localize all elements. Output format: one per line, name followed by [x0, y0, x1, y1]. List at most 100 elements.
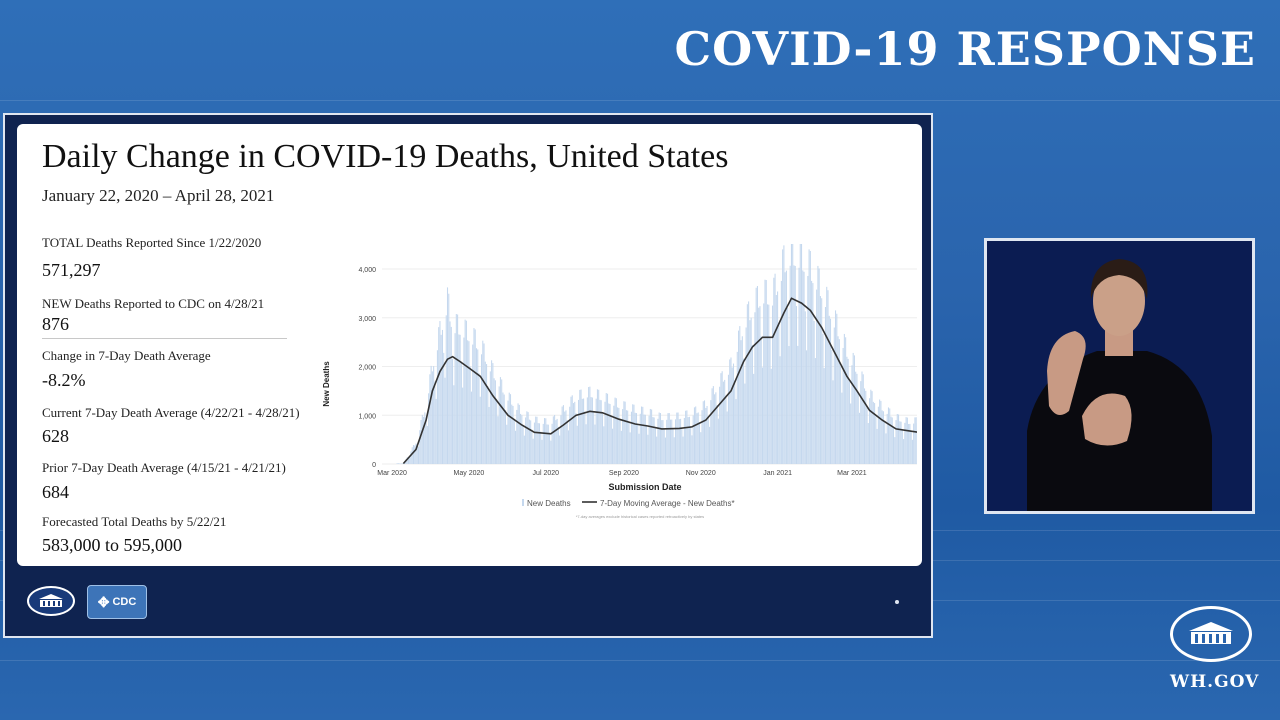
x-tick-label: Nov 2020: [686, 470, 716, 477]
new-deaths-bar: [858, 412, 861, 464]
new-deaths-bar: [865, 390, 867, 464]
new-deaths-bar: [446, 287, 449, 464]
new-deaths-bar: [575, 413, 577, 464]
new-deaths-bar: [609, 404, 611, 464]
new-deaths-bar: [638, 433, 640, 464]
stat-new-deaths-value: 876: [42, 314, 69, 334]
new-deaths-bar: [658, 412, 660, 464]
new-deaths-bar: [761, 367, 764, 464]
new-deaths-bar: [623, 401, 625, 464]
new-deaths-bar: [595, 398, 597, 464]
new-deaths-bar: [593, 411, 595, 464]
new-deaths-bar: [628, 421, 630, 464]
new-deaths-bar: [526, 411, 528, 464]
new-deaths-bar: [852, 352, 854, 464]
new-deaths-bar: [681, 427, 683, 464]
new-deaths-bar: [465, 320, 467, 464]
new-deaths-bar: [528, 419, 530, 464]
new-deaths-bar: [794, 265, 796, 464]
new-deaths-bar: [491, 360, 493, 464]
new-deaths-bar: [513, 418, 515, 464]
new-deaths-bar: [644, 414, 646, 464]
new-deaths-bar: [549, 432, 551, 464]
new-deaths-bar: [669, 419, 672, 464]
new-deaths-bar: [483, 343, 485, 464]
new-deaths-bar: [836, 313, 838, 464]
new-deaths-bar: [459, 334, 461, 464]
new-deaths-bar: [433, 366, 435, 464]
new-deaths-bar: [799, 244, 801, 464]
new-deaths-bar: [666, 419, 668, 464]
new-deaths-bar: [853, 355, 855, 464]
new-deaths-bar: [583, 398, 585, 464]
new-deaths-bar: [579, 389, 581, 464]
new-deaths-bar: [872, 401, 874, 464]
new-deaths-bar: [454, 333, 456, 464]
new-deaths-bar: [443, 352, 445, 464]
new-deaths-bar: [862, 374, 864, 464]
new-deaths-bar: [452, 358, 454, 464]
legend-moving-average: 7-Day Moving Average - New Deaths*: [600, 499, 735, 508]
new-deaths-bar: [743, 358, 745, 464]
new-deaths-bar: [671, 419, 673, 464]
new-deaths-bar: [766, 304, 769, 464]
new-deaths-bar: [509, 394, 512, 464]
new-deaths-bar: [590, 397, 592, 464]
new-deaths-bar: [653, 417, 655, 464]
slide-title: Daily Change in COVID-19 Deaths, United …: [42, 138, 729, 175]
new-deaths-bar: [833, 327, 835, 464]
new-deaths-bar: [428, 393, 430, 464]
deaths-chart: 0 1,000 2,000 3,000 4,000 Mar 2020 May 2020 Ju…: [322, 244, 917, 519]
new-deaths-bar: [691, 435, 693, 464]
new-deaths-bar: [881, 410, 883, 464]
new-deaths-bar: [714, 394, 716, 464]
new-deaths-bar: [790, 244, 792, 464]
new-deaths-bar: [477, 349, 479, 464]
new-deaths-bar: [710, 400, 712, 464]
new-deaths-bar: [677, 412, 679, 464]
new-deaths-bar: [576, 425, 578, 464]
new-deaths-bar: [525, 417, 527, 464]
new-deaths-bar: [783, 245, 785, 464]
new-deaths-bar: [734, 380, 736, 464]
new-deaths-bar: [673, 437, 675, 464]
new-deaths-bar: [572, 403, 575, 464]
new-deaths-bar: [642, 406, 644, 464]
y-tick-label: 3,000: [358, 316, 376, 323]
new-deaths-bar: [430, 365, 432, 464]
new-deaths-bar: [683, 417, 685, 464]
new-deaths-bar: [578, 399, 580, 464]
new-deaths-bar: [586, 397, 588, 464]
new-deaths-bar: [875, 416, 877, 464]
background-line: [0, 660, 1280, 661]
new-deaths-bar: [414, 445, 416, 464]
new-deaths-bar: [818, 268, 820, 464]
new-deaths-bar: [749, 320, 751, 464]
new-deaths-bar: [458, 334, 460, 464]
new-deaths-bar: [869, 398, 871, 464]
new-deaths-bar: [531, 429, 533, 464]
new-deaths-bar: [498, 386, 500, 464]
new-deaths-bar: [479, 396, 481, 464]
new-deaths-bar: [634, 412, 636, 464]
new-deaths-bar: [823, 368, 825, 464]
new-deaths-bar: [789, 265, 791, 464]
new-deaths-bar: [520, 413, 522, 464]
new-deaths-bar: [837, 336, 839, 464]
new-deaths-bar: [741, 336, 743, 464]
new-deaths-bar: [441, 329, 444, 464]
new-deaths-bar: [478, 373, 480, 464]
new-deaths-bar: [643, 414, 645, 464]
new-deaths-bar: [835, 310, 837, 464]
new-deaths-bar: [911, 439, 913, 464]
new-deaths-bar: [560, 415, 562, 464]
new-deaths-bar: [574, 401, 576, 464]
new-deaths-bar: [845, 337, 847, 464]
new-deaths-bar: [423, 416, 425, 464]
new-deaths-bar: [846, 356, 848, 464]
new-deaths-bar: [891, 417, 893, 464]
new-deaths-bar: [416, 444, 418, 464]
new-deaths-bar: [693, 407, 695, 464]
new-deaths-bar: [768, 304, 770, 464]
new-deaths-bar: [661, 420, 663, 464]
